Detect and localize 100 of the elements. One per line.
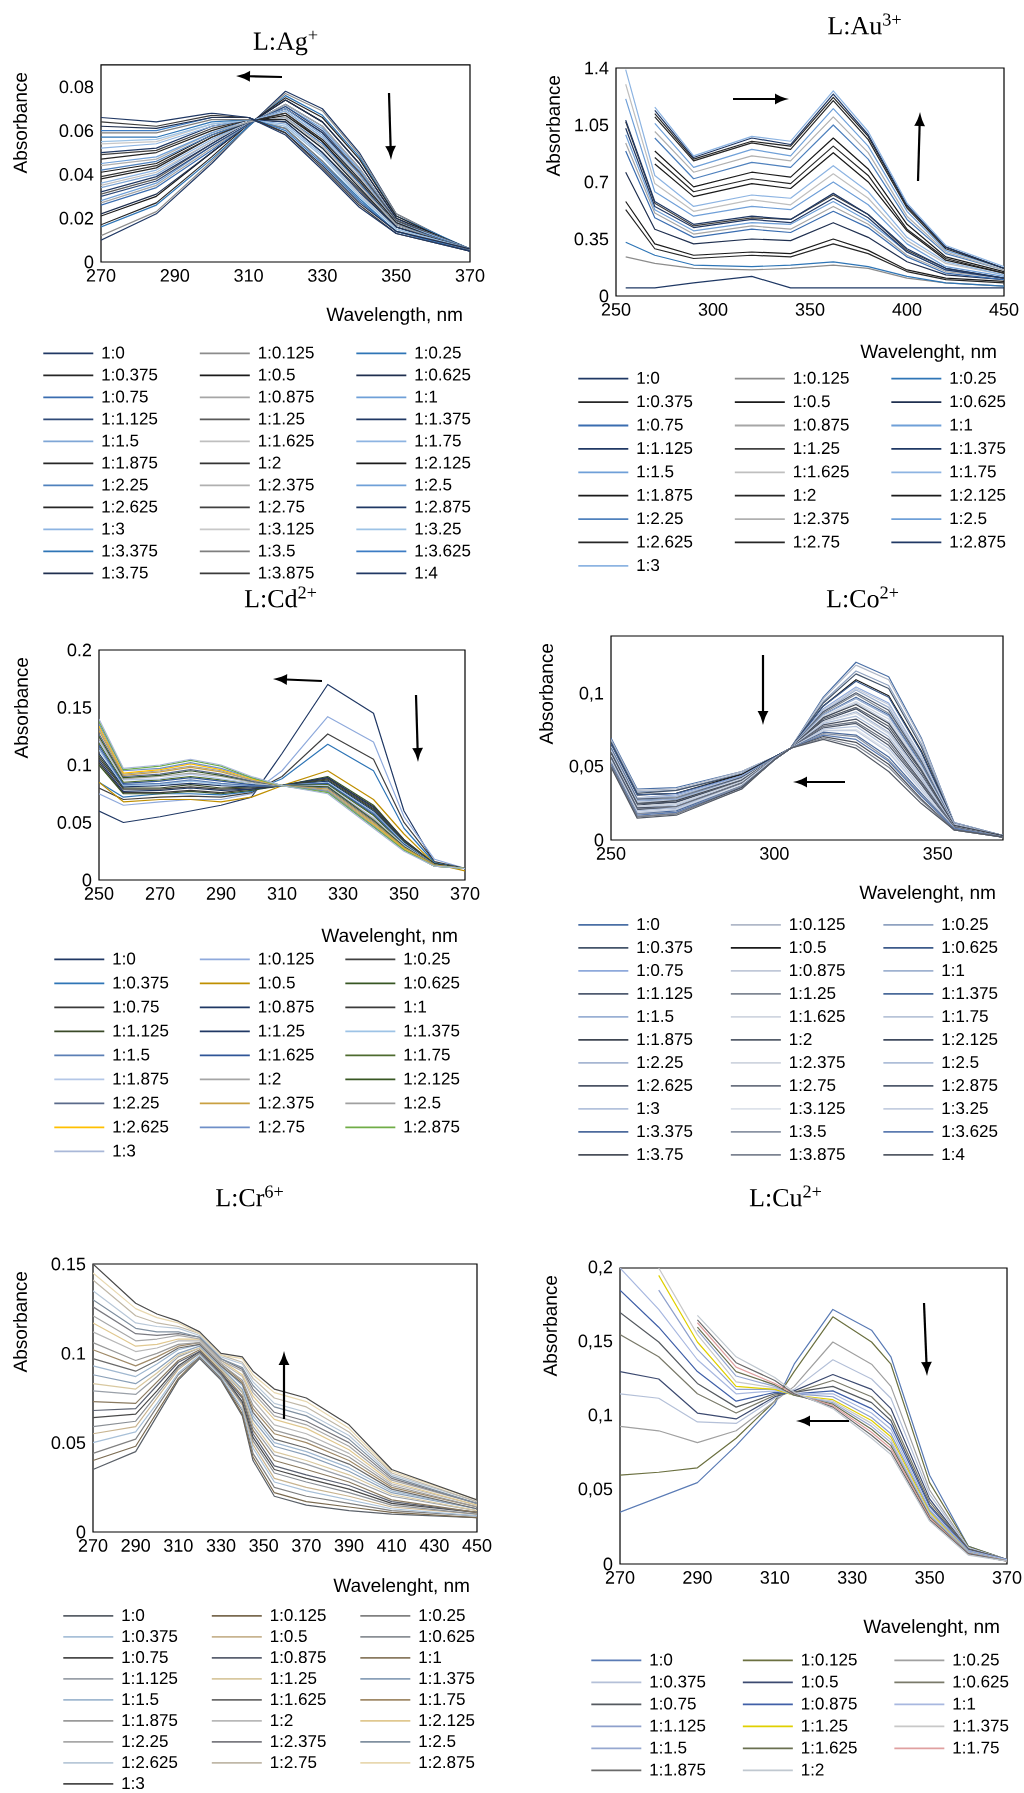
legend-label: 1:1.375 (942, 987, 998, 1000)
legend-label: 1:2.5 (419, 1735, 456, 1748)
x-tick-label: 310 (760, 1571, 790, 1584)
legend-label: 1:1.75 (404, 1048, 450, 1061)
legend-label: 1:3.5 (790, 1125, 826, 1138)
legend-label: 1:0.375 (102, 368, 158, 381)
y-tick-label: 0.15 (57, 701, 92, 714)
x-tick-label: 350 (915, 1571, 944, 1584)
legend-label: 1:0.625 (415, 368, 471, 381)
x-axis-title: Wavelenght, nm (321, 928, 457, 946)
legend-label: 1:1.125 (102, 412, 158, 425)
legend-label: 1:0.875 (258, 390, 314, 403)
legend-label: 1:0.5 (802, 1675, 838, 1688)
legend-label: 1:3.625 (942, 1125, 998, 1138)
y-tick-label: 0 (84, 255, 94, 269)
x-axis-title: Wavelenght, nm (859, 885, 995, 903)
legend-label: 1:1 (415, 390, 438, 403)
legend-label: 1:1.875 (650, 1763, 706, 1776)
legend-label: 1:2.875 (415, 500, 471, 513)
legend-label: 1:1.5 (637, 1010, 674, 1023)
legend-label: 1:2.125 (950, 488, 1006, 501)
x-tick-label: 330 (308, 269, 337, 282)
legend-label: 1:1.375 (404, 1024, 460, 1037)
x-tick-label: 310 (164, 1539, 193, 1552)
legend-label: 1:1.25 (790, 987, 836, 1000)
y-tick-label: 0.15 (51, 1257, 86, 1271)
legend-label: 1:3.375 (637, 1125, 693, 1138)
legend-label: 1:1.5 (102, 434, 139, 447)
x-tick-label: 330 (328, 887, 358, 900)
x-tick-label: 330 (837, 1571, 867, 1584)
y-tick-label: 0.06 (59, 124, 94, 138)
legend-label: 1:0.625 (953, 1675, 1009, 1688)
y-axis-title: Absorbance (13, 72, 27, 174)
y-tick-label: 0.08 (59, 80, 94, 94)
legend-label: 1:4 (415, 566, 438, 579)
x-tick-label: 270 (145, 887, 175, 900)
x-tick-label: 300 (760, 847, 789, 860)
legend-label: 1:2.25 (637, 1056, 683, 1069)
legend-label: 1:3 (102, 522, 125, 535)
x-axis-title: Wavelenght, nm (863, 1619, 999, 1637)
legend-label: 1:0 (113, 952, 136, 965)
legend-label: 1:2.75 (794, 535, 840, 548)
legend-label: 1:1.5 (637, 465, 674, 478)
legend-label: 1:2.375 (258, 478, 314, 491)
legend-label: 1:2.5 (942, 1056, 979, 1069)
legend-label: 1:0.25 (419, 1609, 465, 1622)
y-tick-label: 0.2 (67, 643, 92, 657)
y-axis-title: Absorbance (13, 1271, 27, 1373)
x-tick-label: 350 (795, 303, 825, 316)
y-axis-title: Absorbance (546, 75, 560, 177)
legend-label: 1:3 (637, 1102, 660, 1115)
x-tick-label: 270 (605, 1571, 635, 1584)
x-tick-label: 370 (292, 1539, 321, 1552)
legend-label: 1:0.5 (790, 941, 826, 954)
legend-label: 1:1.125 (113, 1024, 169, 1037)
legend-label: 1:1.75 (953, 1741, 999, 1754)
legend-label: 1:2.25 (122, 1735, 168, 1748)
legend-label: 1:0 (102, 346, 125, 359)
legend-label: 1:3.875 (258, 566, 314, 579)
legend-label: 1:3.75 (102, 566, 148, 579)
legend-label: 1:2.625 (637, 535, 693, 548)
legend-label: 1:0.375 (122, 1630, 178, 1643)
legend-label: 1:1.75 (942, 1010, 988, 1023)
y-axis-title: Absorbance (543, 1275, 557, 1377)
legend-label: 1:1 (942, 964, 965, 976)
legend-label: 1:2 (794, 488, 816, 501)
y-tick-label: 1.05 (575, 118, 609, 132)
legend-label: 1:3.25 (415, 522, 461, 535)
legend-label: 1:0.875 (258, 1000, 314, 1013)
legend-label: 1:1.625 (258, 1048, 314, 1061)
legend-label: 1:2.625 (122, 1756, 178, 1769)
legend-label: 1:1.5 (650, 1741, 687, 1754)
legend-label: 1:2.375 (258, 1096, 314, 1109)
x-tick-label: 450 (989, 303, 1019, 316)
y-tick-label: 0.35 (574, 232, 609, 246)
legend-label: 1:0.5 (270, 1630, 307, 1643)
x-tick-label: 350 (389, 887, 419, 900)
y-tick-label: 1.4 (585, 61, 609, 75)
legend-label: 1:1.125 (637, 987, 693, 1000)
legend-label: 1:1.5 (113, 1048, 150, 1061)
legend-label: 1:1.875 (102, 456, 158, 469)
x-tick-label: 270 (86, 269, 116, 282)
legend-label: 1:0.875 (794, 418, 849, 431)
legend-label: 1:1.375 (419, 1672, 475, 1685)
x-tick-label: 450 (462, 1539, 492, 1552)
chart-title: L:Cr$^{6+}$ (216, 1185, 283, 1207)
x-tick-label: 290 (683, 1571, 712, 1584)
chart-title: L:Ag$^{+}$ (253, 30, 318, 56)
legend-label: 1:1.125 (650, 1719, 706, 1732)
legend-label: 1:3.625 (415, 544, 471, 557)
legend-label: 1:0.875 (270, 1651, 326, 1664)
legend-label: 1:0 (637, 371, 660, 384)
legend-label: 1:0.375 (637, 941, 693, 954)
legend-label: 1:1.375 (953, 1719, 1009, 1732)
legend-label: 1:1.625 (794, 465, 849, 478)
legend-label: 1:2.75 (258, 1120, 305, 1133)
y-tick-label: 0 (594, 833, 604, 847)
legend-label: 1:3 (637, 559, 660, 572)
y-tick-label: 0,15 (578, 1334, 613, 1350)
x-axis-title: Wavelenght, nm (333, 1578, 469, 1596)
